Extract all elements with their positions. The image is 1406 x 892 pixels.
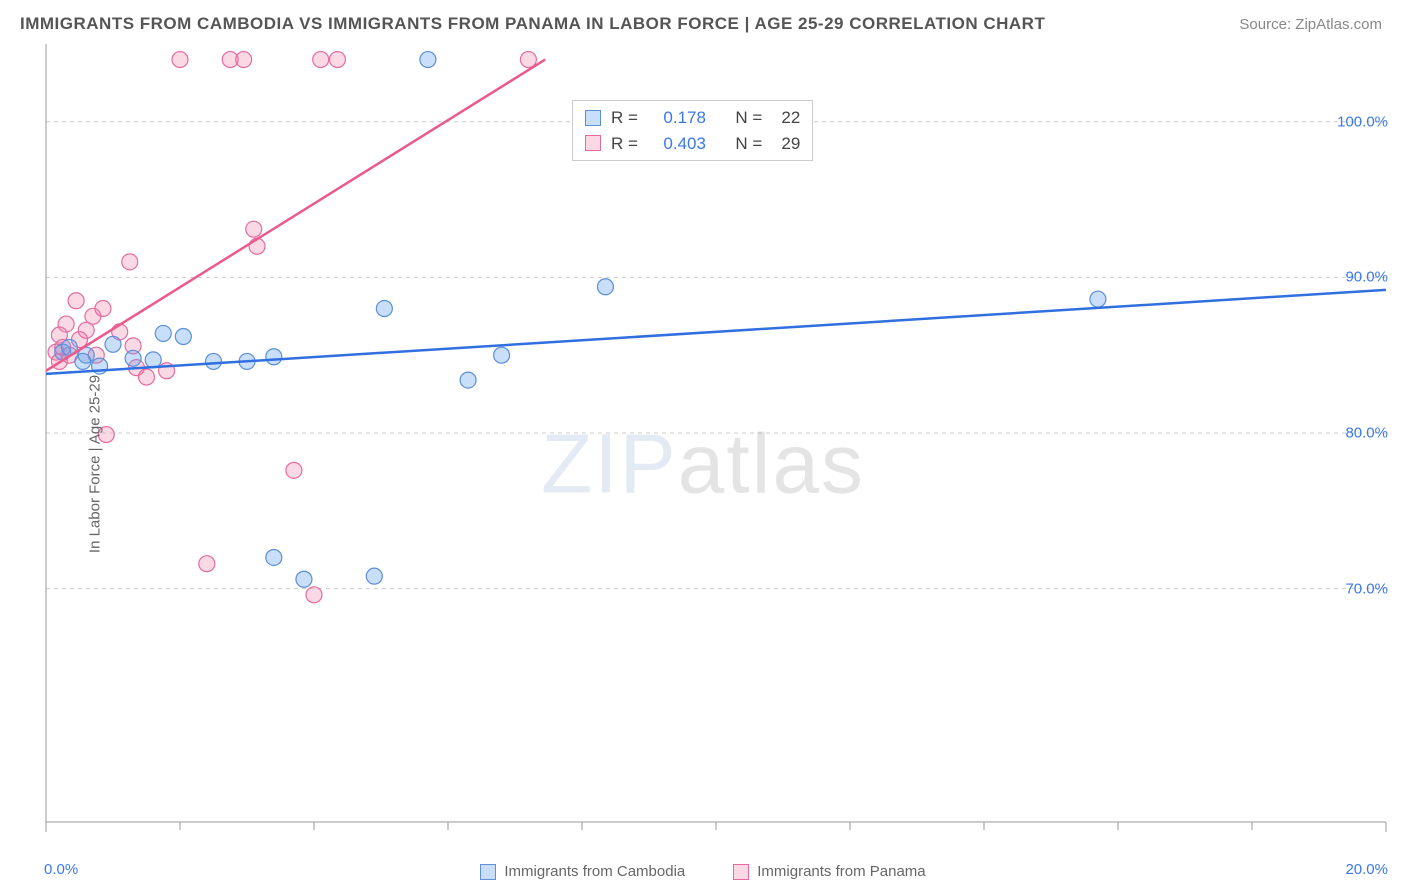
- correlation-legend: R = 0.178 N = 22 R = 0.403 N = 29: [572, 100, 813, 161]
- n-label: N =: [735, 131, 762, 157]
- source-prefix: Source:: [1239, 16, 1295, 33]
- series-legend: Immigrants from Cambodia Immigrants from…: [0, 863, 1406, 880]
- y-tick-label: 70.0%: [1345, 580, 1388, 597]
- legend-label-panama: Immigrants from Panama: [757, 863, 925, 880]
- legend-item-panama: Immigrants from Panama: [733, 863, 925, 880]
- y-tick-label: 80.0%: [1345, 425, 1388, 442]
- y-tick-label: 100.0%: [1337, 113, 1388, 130]
- n-value-panama: 29: [772, 131, 800, 157]
- swatch-panama-icon: [733, 864, 749, 880]
- page-title: IMMIGRANTS FROM CAMBODIA VS IMMIGRANTS F…: [20, 14, 1045, 34]
- r-label: R =: [611, 105, 638, 131]
- legend-row-cambodia: R = 0.178 N = 22: [585, 105, 800, 131]
- y-tick-label: 90.0%: [1345, 269, 1388, 286]
- scatter-chart: [0, 44, 1406, 852]
- source-label: Source: ZipAtlas.com: [1239, 16, 1382, 33]
- y-axis-label: In Labor Force | Age 25-29: [87, 375, 104, 553]
- swatch-cambodia-icon: [480, 864, 496, 880]
- legend-label-cambodia: Immigrants from Cambodia: [504, 863, 685, 880]
- swatch-panama: [585, 135, 601, 151]
- r-label: R =: [611, 131, 638, 157]
- n-label: N =: [735, 105, 762, 131]
- r-value-panama: 0.403: [648, 131, 706, 157]
- source-name: ZipAtlas.com: [1295, 16, 1382, 33]
- legend-row-panama: R = 0.403 N = 29: [585, 131, 800, 157]
- chart-container: In Labor Force | Age 25-29 ZIPatlas 70.0…: [0, 44, 1406, 884]
- legend-item-cambodia: Immigrants from Cambodia: [480, 863, 685, 880]
- r-value-cambodia: 0.178: [648, 105, 706, 131]
- n-value-cambodia: 22: [772, 105, 800, 131]
- swatch-cambodia: [585, 110, 601, 126]
